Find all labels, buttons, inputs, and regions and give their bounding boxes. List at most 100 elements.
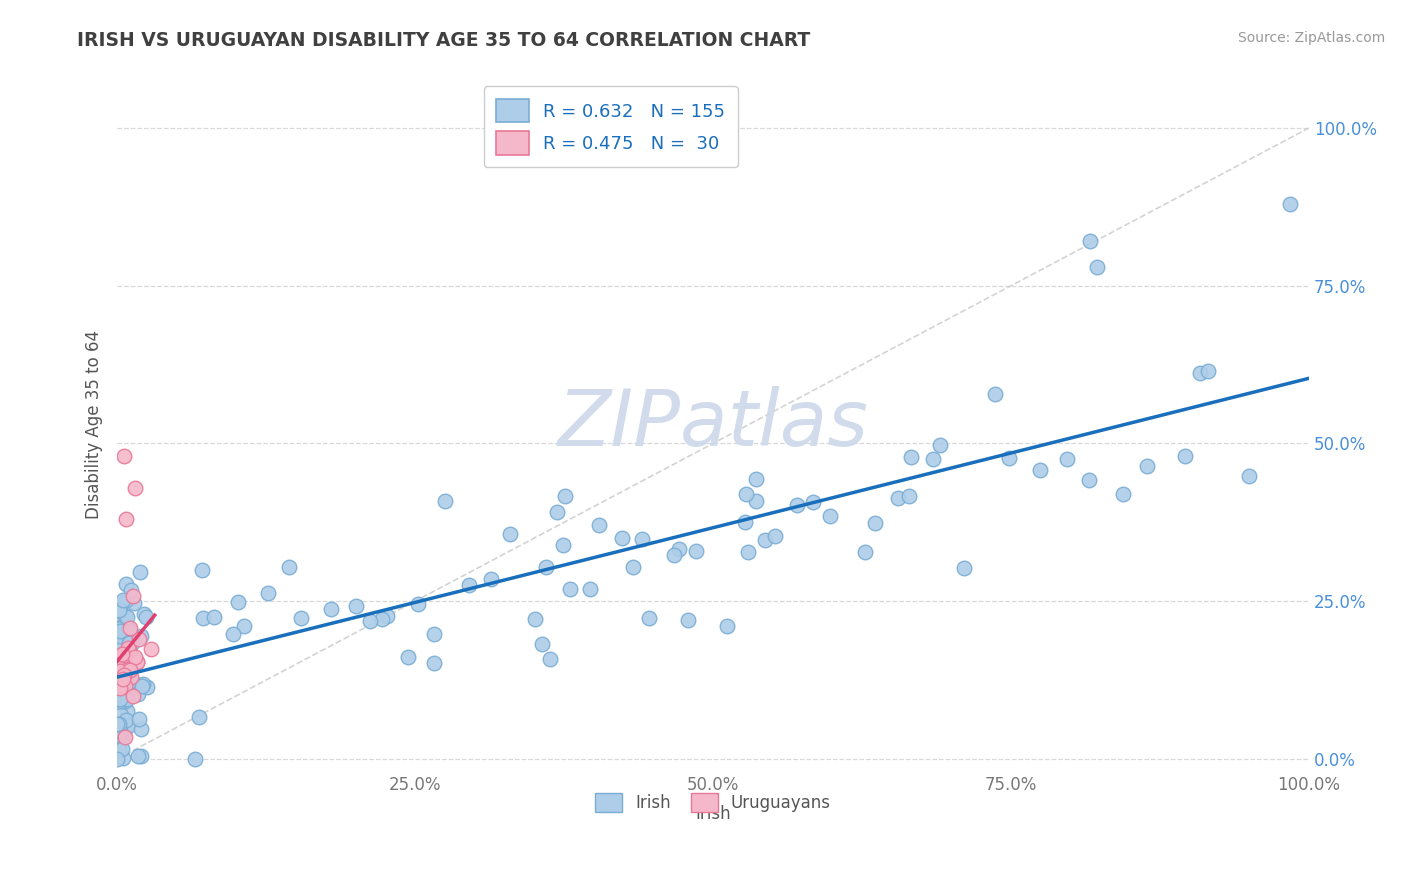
Point <box>553 538 575 552</box>
Point <box>1078 235 1101 249</box>
Point <box>110 664 132 678</box>
Point <box>1085 260 1108 274</box>
Point <box>921 452 943 467</box>
Point <box>110 624 132 639</box>
Point <box>117 649 139 664</box>
Point <box>1188 366 1211 380</box>
Point <box>111 659 134 673</box>
Point <box>370 612 392 626</box>
Point <box>115 689 138 703</box>
Point <box>763 529 786 543</box>
Point <box>184 752 207 766</box>
Point <box>121 651 143 665</box>
Point <box>423 657 446 671</box>
Point <box>111 741 134 756</box>
Point <box>128 632 150 647</box>
Point <box>818 508 841 523</box>
Point <box>1112 487 1135 501</box>
Point <box>115 692 138 706</box>
Point <box>863 516 886 530</box>
Point <box>1279 196 1302 211</box>
Point <box>630 533 652 547</box>
Point <box>129 629 152 643</box>
Y-axis label: Disability Age 35 to 64: Disability Age 35 to 64 <box>86 330 103 519</box>
Point <box>111 731 134 746</box>
Point <box>125 656 148 670</box>
Point <box>534 559 557 574</box>
Point <box>114 680 136 694</box>
Point <box>117 622 139 636</box>
Point <box>423 626 446 640</box>
Point <box>554 489 576 503</box>
Point <box>112 668 135 682</box>
Point <box>112 751 135 765</box>
Point <box>120 625 142 640</box>
Point <box>538 652 561 666</box>
Point <box>117 704 139 718</box>
Point <box>734 516 756 530</box>
Point <box>108 692 131 706</box>
Point <box>187 710 209 724</box>
Point <box>110 707 132 722</box>
Point <box>110 621 132 635</box>
Point <box>117 719 139 733</box>
Point <box>111 647 134 661</box>
Point <box>118 643 141 657</box>
Point <box>1056 451 1078 466</box>
Point <box>114 512 136 526</box>
Point <box>128 678 150 692</box>
Point <box>256 586 278 600</box>
Point <box>111 690 134 704</box>
Point <box>127 687 149 701</box>
Point <box>676 613 699 627</box>
Point <box>558 582 581 596</box>
Point <box>900 450 922 464</box>
Point <box>112 678 135 692</box>
Point <box>124 650 146 665</box>
Point <box>226 595 249 609</box>
Point <box>202 610 225 624</box>
Point <box>114 608 136 623</box>
Point <box>193 610 215 624</box>
Point <box>108 675 131 690</box>
Text: Source: ZipAtlas.com: Source: ZipAtlas.com <box>1237 31 1385 45</box>
Point <box>984 387 1007 401</box>
Point <box>745 494 768 508</box>
Point <box>112 672 135 686</box>
Point <box>120 674 142 689</box>
Point <box>546 505 568 519</box>
Point <box>122 590 145 604</box>
Point <box>110 629 132 643</box>
Point <box>434 493 457 508</box>
Point <box>114 679 136 693</box>
Point <box>110 694 132 708</box>
Point <box>668 541 690 556</box>
Text: IRISH VS URUGUAYAN DISABILITY AGE 35 TO 64 CORRELATION CHART: IRISH VS URUGUAYAN DISABILITY AGE 35 TO … <box>77 31 811 50</box>
Point <box>108 742 131 756</box>
Point <box>127 749 149 764</box>
Point <box>716 619 738 633</box>
Point <box>120 663 142 677</box>
Point <box>107 625 129 640</box>
Point <box>124 481 146 495</box>
Point <box>124 596 146 610</box>
Point <box>117 665 139 680</box>
Point <box>621 560 644 574</box>
Point <box>141 642 163 657</box>
Point <box>222 626 245 640</box>
Point <box>129 723 152 737</box>
Point <box>344 599 367 614</box>
Point <box>754 533 776 548</box>
Point <box>897 489 920 503</box>
Point <box>107 690 129 705</box>
Point <box>290 611 312 625</box>
Point <box>638 611 661 625</box>
Point <box>110 632 132 647</box>
Point <box>115 664 138 678</box>
Point <box>664 548 686 562</box>
Point <box>191 563 214 577</box>
Point <box>579 582 602 597</box>
Point <box>112 683 135 698</box>
Point <box>112 648 135 663</box>
Point <box>128 712 150 726</box>
